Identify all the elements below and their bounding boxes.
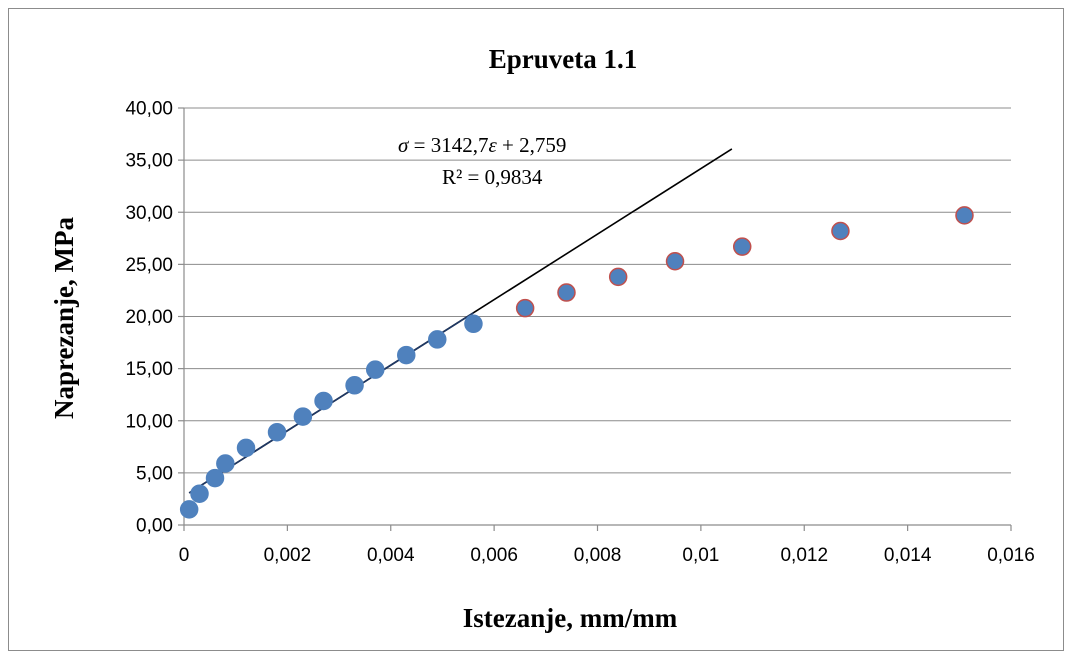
data-point bbox=[345, 376, 364, 395]
x-tick-label: 0,014 bbox=[884, 545, 932, 566]
data-point bbox=[515, 298, 535, 318]
data-point bbox=[267, 422, 287, 442]
y-axis-title: Naprezanje, MPa bbox=[49, 217, 79, 419]
x-tick-label: 0,004 bbox=[367, 545, 415, 566]
data-point bbox=[216, 454, 235, 473]
x-tick-label: 0,002 bbox=[264, 545, 312, 566]
data-point bbox=[665, 251, 685, 271]
x-tick-labels: 0 0,002 0,004 0,006 0,008 0,01 0,012 0,014 0,016 bbox=[179, 545, 1035, 566]
gridlines bbox=[178, 107, 1011, 526]
x-tick-label: 0 bbox=[179, 545, 190, 566]
data-point bbox=[557, 283, 576, 302]
equation-epsilon: ε bbox=[488, 133, 497, 157]
x-tick-label: 0,012 bbox=[780, 545, 828, 566]
y-tick-label: 35,00 bbox=[125, 151, 173, 172]
equation-intercept: + 2,759 bbox=[497, 133, 567, 157]
data-point bbox=[831, 221, 850, 241]
x-axis-title: Istezanje, mm/mm bbox=[463, 603, 678, 633]
r-squared-label: R² = 0,9834 bbox=[442, 165, 543, 189]
x-tick-label: 0,006 bbox=[470, 545, 518, 566]
x-tick-label: 0,01 bbox=[682, 545, 719, 566]
data-point bbox=[236, 438, 256, 458]
y-tick-label: 20,00 bbox=[125, 307, 173, 328]
trendlines bbox=[188, 148, 733, 494]
y-tick-label: 5,00 bbox=[136, 463, 173, 484]
equation-sigma: σ bbox=[398, 133, 410, 157]
y-tick-labels: 0,00 5,00 10,00 15,00 20,00 25,00 30,00 35,00 40… bbox=[125, 99, 173, 537]
data-point bbox=[955, 206, 974, 225]
y-tick-label: 25,00 bbox=[125, 255, 173, 276]
x-tick-label: 0,008 bbox=[574, 545, 622, 566]
data-point bbox=[205, 468, 225, 488]
data-point bbox=[179, 500, 199, 519]
chart-title: Epruveta 1.1 bbox=[489, 44, 638, 74]
y-tick-label: 10,00 bbox=[125, 411, 173, 432]
x-tick-label: 0,016 bbox=[987, 545, 1035, 566]
data-point bbox=[314, 391, 333, 411]
equation-slope: = 3142,7 bbox=[408, 133, 488, 157]
data-point bbox=[190, 484, 209, 503]
data-point bbox=[428, 330, 447, 349]
y-tick-label: 40,00 bbox=[125, 99, 173, 120]
axes bbox=[183, 108, 1012, 531]
trendline-equation: σ = 3142,7ε + 2,759 bbox=[398, 133, 566, 157]
y-tick-label: 15,00 bbox=[125, 359, 173, 380]
y-tick-label: 30,00 bbox=[125, 203, 173, 224]
y-tick-label: 0,00 bbox=[136, 516, 173, 537]
data-point bbox=[365, 360, 385, 379]
data-point bbox=[608, 267, 628, 287]
data-point bbox=[293, 407, 313, 426]
data-point bbox=[732, 237, 752, 256]
data-point bbox=[397, 345, 416, 365]
data-point bbox=[464, 314, 483, 334]
data-points bbox=[179, 206, 974, 519]
